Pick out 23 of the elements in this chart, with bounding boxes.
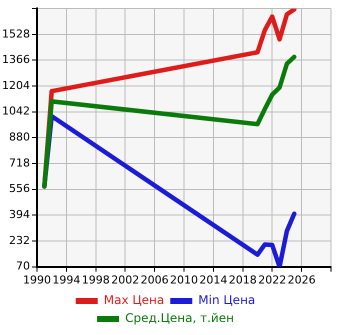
y-tick-label: 718 (8, 156, 30, 170)
legend-label: Сред.Цена, т.йен (125, 311, 234, 326)
y-tick-label: 232 (8, 234, 30, 247)
x-tick-label: 1998 (82, 273, 110, 286)
legend-label: Max Цена (104, 293, 164, 308)
x-tick-label: 2002 (111, 273, 140, 286)
x-tick-label: 2022 (258, 273, 286, 286)
x-tick-label: 2014 (199, 273, 228, 286)
x-tick-label: 2006 (140, 273, 169, 286)
y-tick-label: 1042 (2, 104, 30, 118)
x-tick-label: 2026 (288, 273, 316, 286)
x-tick-label: 2018 (228, 273, 257, 286)
x-tick-label: 1994 (52, 273, 80, 286)
y-tick-label: 1366 (2, 53, 30, 66)
y-tick-label: 1204 (2, 78, 30, 92)
y-tick-label: 1528 (2, 27, 30, 40)
y-tick-label: 880 (8, 130, 30, 144)
y-tick-label: 70 (16, 260, 30, 273)
legend-label: Min Цена (198, 293, 256, 308)
y-tick-label: 394 (8, 208, 30, 222)
x-tick-label: 2010 (170, 273, 198, 286)
y-tick-label: 556 (8, 182, 30, 196)
x-tick-label: 1990 (22, 273, 51, 286)
